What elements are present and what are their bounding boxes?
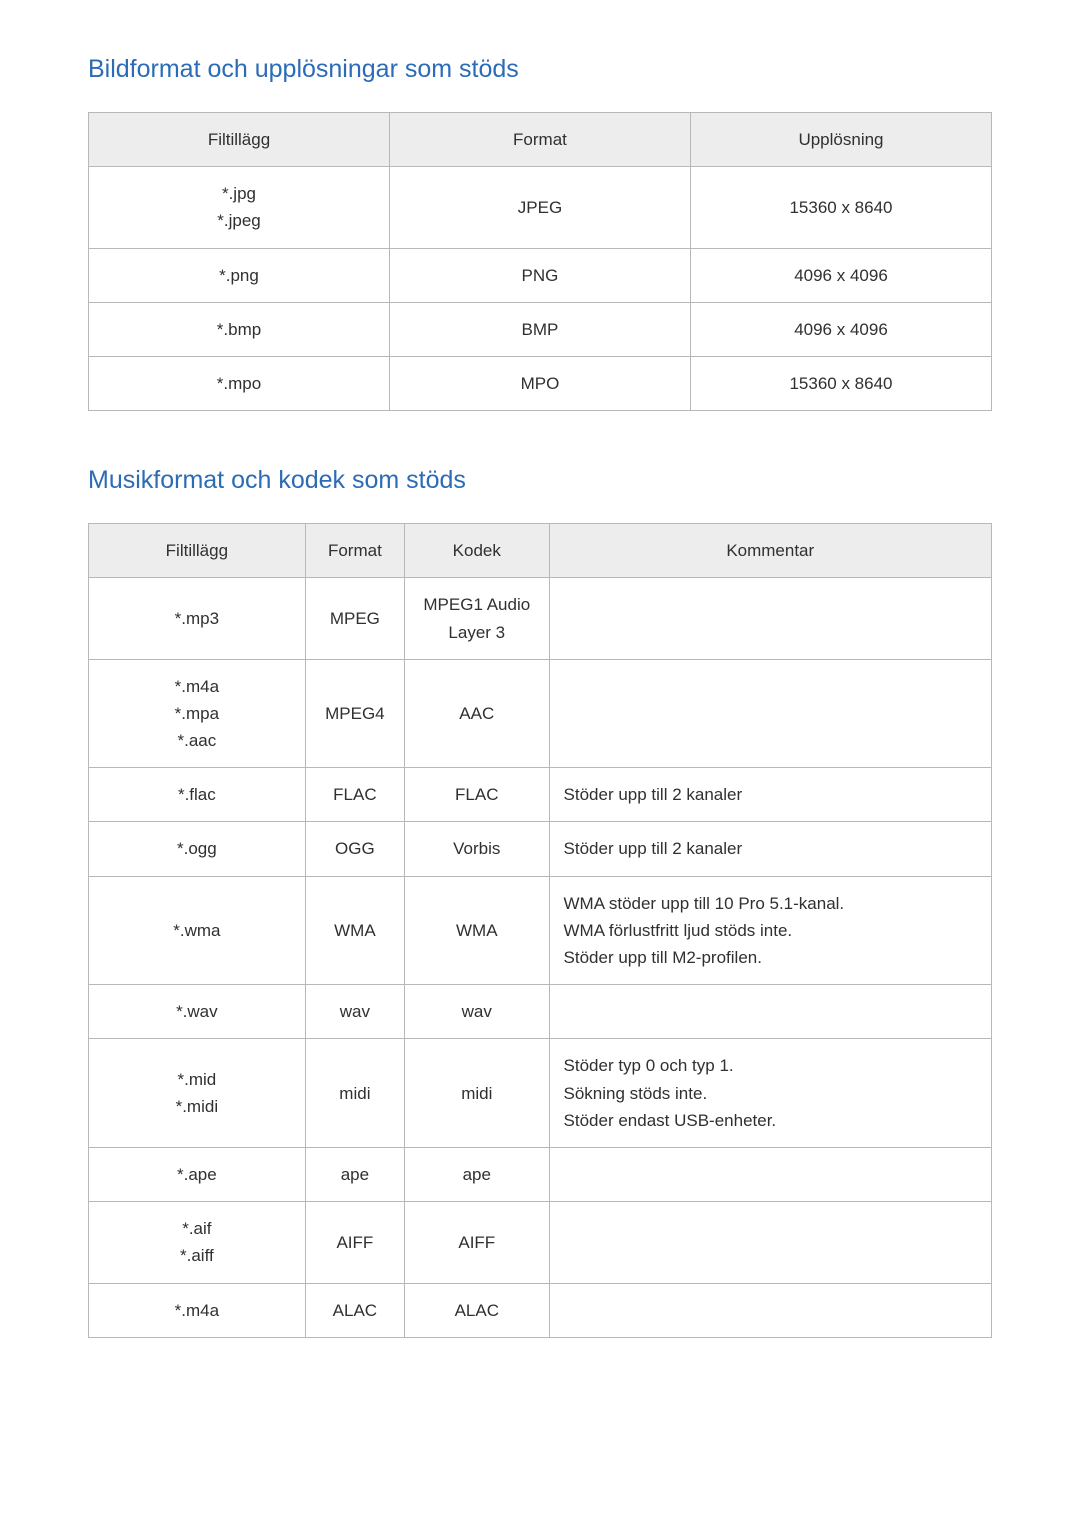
cell-codec: MPEG1 Audio Layer 3: [405, 578, 549, 659]
cell-format: MPO: [389, 356, 690, 410]
table-row: *.aif *.aiff AIFF AIFF: [89, 1202, 992, 1283]
cell-ext: *.wma: [89, 876, 306, 985]
col-header-comment: Kommentar: [549, 524, 991, 578]
table-row: *.ape ape ape: [89, 1147, 992, 1201]
table-row: *.mp3 MPEG MPEG1 Audio Layer 3: [89, 578, 992, 659]
image-formats-section: Bildformat och upplösningar som stöds Fi…: [88, 55, 992, 411]
cell-comment: [549, 1202, 991, 1283]
cell-ext: *.m4a: [89, 1283, 306, 1337]
cell-codec: ape: [405, 1147, 549, 1201]
table-row: *.m4a ALAC ALAC: [89, 1283, 992, 1337]
cell-format: ALAC: [305, 1283, 404, 1337]
cell-ext: *.jpg *.jpeg: [89, 167, 390, 248]
col-header-codec: Kodek: [405, 524, 549, 578]
table-row: *.mid *.midi midi midi Stöder typ 0 och …: [89, 1039, 992, 1148]
cell-codec: AAC: [405, 659, 549, 768]
cell-format: JPEG: [389, 167, 690, 248]
cell-ext: *.mp3: [89, 578, 306, 659]
cell-resolution: 4096 x 4096: [690, 302, 991, 356]
table-row: *.wav wav wav: [89, 985, 992, 1039]
cell-format: WMA: [305, 876, 404, 985]
cell-comment: [549, 1147, 991, 1201]
table-row: *.wma WMA WMA WMA stöder upp till 10 Pro…: [89, 876, 992, 985]
cell-comment: [549, 659, 991, 768]
image-formats-heading: Bildformat och upplösningar som stöds: [88, 55, 992, 84]
table-row: *.mpo MPO 15360 x 8640: [89, 356, 992, 410]
cell-format: ape: [305, 1147, 404, 1201]
cell-format: MPEG: [305, 578, 404, 659]
col-header-ext: Filtillägg: [89, 524, 306, 578]
col-header-resolution: Upplösning: [690, 113, 991, 167]
cell-codec: AIFF: [405, 1202, 549, 1283]
table-row: *.m4a *.mpa *.aac MPEG4 AAC: [89, 659, 992, 768]
table-row: *.flac FLAC FLAC Stöder upp till 2 kanal…: [89, 768, 992, 822]
cell-ext: *.ogg: [89, 822, 306, 876]
cell-ext: *.mid *.midi: [89, 1039, 306, 1148]
cell-format: MPEG4: [305, 659, 404, 768]
cell-ext: *.png: [89, 248, 390, 302]
cell-ext: *.m4a *.mpa *.aac: [89, 659, 306, 768]
cell-codec: FLAC: [405, 768, 549, 822]
cell-comment: Stöder upp till 2 kanaler: [549, 822, 991, 876]
cell-comment: [549, 1283, 991, 1337]
cell-format: OGG: [305, 822, 404, 876]
image-formats-table: Filtillägg Format Upplösning *.jpg *.jpe…: [88, 112, 992, 411]
cell-format: BMP: [389, 302, 690, 356]
cell-comment: WMA stöder upp till 10 Pro 5.1-kanal. WM…: [549, 876, 991, 985]
music-formats-section: Musikformat och kodek som stöds Filtillä…: [88, 466, 992, 1338]
cell-ext: *.ape: [89, 1147, 306, 1201]
col-header-ext: Filtillägg: [89, 113, 390, 167]
table-row: *.jpg *.jpeg JPEG 15360 x 8640: [89, 167, 992, 248]
cell-comment: [549, 985, 991, 1039]
cell-resolution: 4096 x 4096: [690, 248, 991, 302]
table-row: *.png PNG 4096 x 4096: [89, 248, 992, 302]
cell-resolution: 15360 x 8640: [690, 356, 991, 410]
cell-ext: *.wav: [89, 985, 306, 1039]
cell-format: AIFF: [305, 1202, 404, 1283]
cell-comment: Stöder upp till 2 kanaler: [549, 768, 991, 822]
cell-codec: ALAC: [405, 1283, 549, 1337]
col-header-format: Format: [305, 524, 404, 578]
cell-ext: *.flac: [89, 768, 306, 822]
table-row: *.ogg OGG Vorbis Stöder upp till 2 kanal…: [89, 822, 992, 876]
cell-comment: Stöder typ 0 och typ 1. Sökning stöds in…: [549, 1039, 991, 1148]
music-formats-table: Filtillägg Format Kodek Kommentar *.mp3 …: [88, 523, 992, 1338]
cell-format: FLAC: [305, 768, 404, 822]
table-header-row: Filtillägg Format Upplösning: [89, 113, 992, 167]
table-header-row: Filtillägg Format Kodek Kommentar: [89, 524, 992, 578]
col-header-format: Format: [389, 113, 690, 167]
cell-ext: *.bmp: [89, 302, 390, 356]
cell-ext: *.mpo: [89, 356, 390, 410]
cell-codec: midi: [405, 1039, 549, 1148]
cell-comment: [549, 578, 991, 659]
table-row: *.bmp BMP 4096 x 4096: [89, 302, 992, 356]
cell-format: PNG: [389, 248, 690, 302]
cell-codec: WMA: [405, 876, 549, 985]
cell-format: midi: [305, 1039, 404, 1148]
cell-resolution: 15360 x 8640: [690, 167, 991, 248]
cell-codec: wav: [405, 985, 549, 1039]
cell-ext: *.aif *.aiff: [89, 1202, 306, 1283]
music-formats-heading: Musikformat och kodek som stöds: [88, 466, 992, 495]
cell-codec: Vorbis: [405, 822, 549, 876]
cell-format: wav: [305, 985, 404, 1039]
